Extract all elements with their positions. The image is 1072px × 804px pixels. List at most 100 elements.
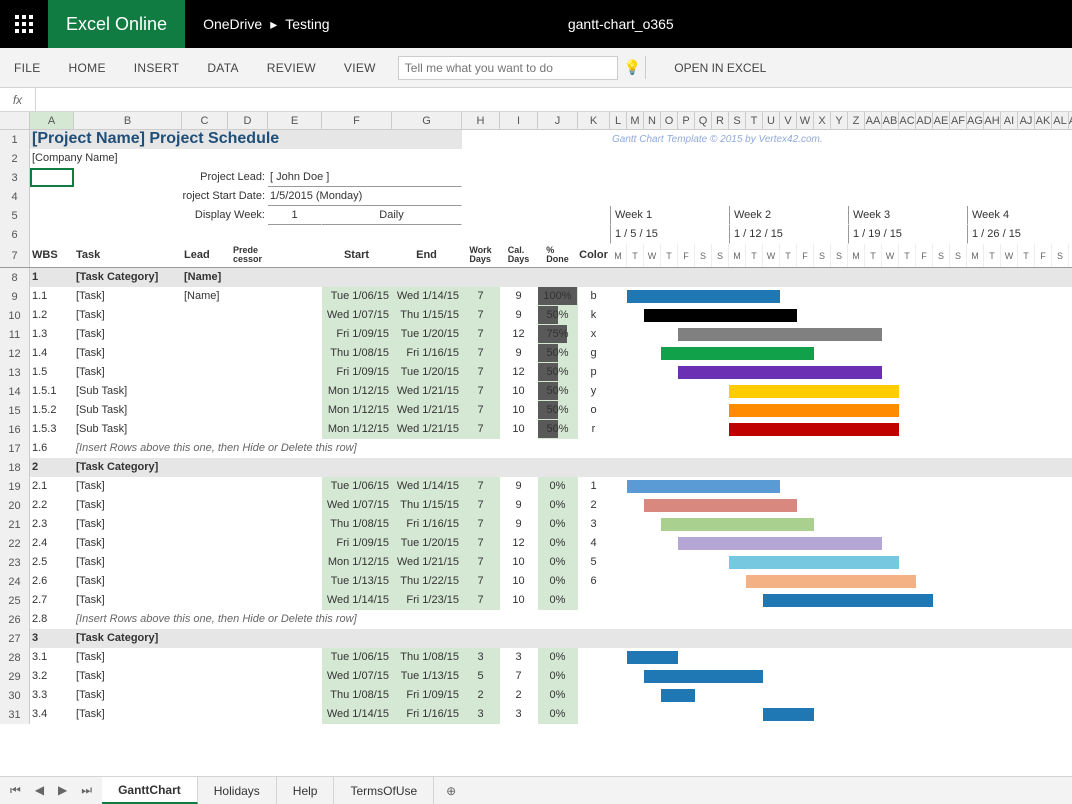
pct-done-cell[interactable]: 0% — [538, 705, 578, 724]
start-cell[interactable]: Mon 1/12/15 — [322, 382, 392, 401]
lead-cell[interactable] — [182, 667, 228, 686]
display-week-label[interactable]: Display Week: — [182, 206, 268, 225]
col-header-X[interactable]: X — [814, 112, 831, 129]
week-date[interactable]: 1 / 12 / 15 — [729, 225, 848, 244]
gantt-bar[interactable] — [678, 537, 882, 550]
pct-done-cell[interactable]: 50% — [538, 382, 578, 401]
workdays-cell[interactable]: 7 — [462, 420, 500, 439]
row-header[interactable]: 9 — [0, 287, 30, 306]
col-header-AK[interactable]: AK — [1035, 112, 1052, 129]
workdays-cell[interactable]: 3 — [462, 648, 500, 667]
start-cell[interactable]: Wed 1/14/15 — [322, 591, 392, 610]
end-cell[interactable]: Tue 1/13/15 — [392, 667, 462, 686]
caldays-cell[interactable]: 10 — [500, 401, 538, 420]
color-cell[interactable]: y — [578, 382, 610, 401]
cell[interactable] — [228, 553, 268, 572]
workdays-cell[interactable]: 7 — [462, 572, 500, 591]
cell[interactable] — [228, 344, 268, 363]
end-cell[interactable]: Wed 1/21/15 — [392, 553, 462, 572]
project-lead-value[interactable]: [ John Doe ] — [268, 168, 462, 187]
col-header-AG[interactable]: AG — [967, 112, 984, 129]
pct-done-cell[interactable]: 50% — [538, 344, 578, 363]
col-header-AL[interactable]: AL — [1052, 112, 1069, 129]
breadcrumb-onedrive[interactable]: OneDrive — [203, 16, 262, 32]
row-header[interactable]: 7 — [0, 244, 30, 267]
start-date-value[interactable]: 1/5/2015 (Monday) — [268, 187, 462, 206]
end-cell[interactable]: Wed 1/21/15 — [392, 382, 462, 401]
color-cell[interactable]: 5 — [578, 553, 610, 572]
pct-done-cell[interactable]: 0% — [538, 496, 578, 515]
workdays-cell[interactable]: 7 — [462, 515, 500, 534]
end-cell[interactable]: Wed 1/14/15 — [392, 477, 462, 496]
lead-cell[interactable] — [182, 553, 228, 572]
col-header-Z[interactable]: Z — [848, 112, 865, 129]
week-header[interactable]: Week 2 — [729, 206, 848, 225]
start-cell[interactable]: Mon 1/12/15 — [322, 401, 392, 420]
end-cell[interactable]: Fri 1/23/15 — [392, 591, 462, 610]
cell[interactable] — [268, 477, 322, 496]
cell[interactable] — [228, 268, 610, 287]
col-header-D[interactable]: D — [228, 112, 268, 129]
wbs-cell[interactable]: 2.8 — [30, 610, 74, 629]
color-cell[interactable]: 3 — [578, 515, 610, 534]
row-header[interactable]: 30 — [0, 686, 30, 705]
cell[interactable] — [268, 705, 322, 724]
row-header[interactable]: 18 — [0, 458, 30, 477]
gantt-bar[interactable] — [678, 328, 882, 341]
col-header-E[interactable]: E — [268, 112, 322, 129]
row-header[interactable]: 23 — [0, 553, 30, 572]
pct-done-cell[interactable]: 50% — [538, 363, 578, 382]
pct-done-cell[interactable]: 50% — [538, 420, 578, 439]
pct-done-cell[interactable]: 0% — [538, 534, 578, 553]
cell[interactable] — [268, 382, 322, 401]
task-cell[interactable]: [Sub Task] — [74, 382, 182, 401]
cell[interactable] — [228, 705, 268, 724]
cell[interactable] — [228, 458, 610, 477]
cell[interactable] — [462, 130, 610, 149]
workdays-cell[interactable]: 7 — [462, 363, 500, 382]
color-cell[interactable]: k — [578, 306, 610, 325]
pct-done-cell[interactable]: 0% — [538, 515, 578, 534]
start-cell[interactable]: Fri 1/09/15 — [322, 534, 392, 553]
gantt-bar[interactable] — [678, 366, 882, 379]
end-cell[interactable]: Fri 1/09/15 — [392, 686, 462, 705]
row-header[interactable]: 15 — [0, 401, 30, 420]
wbs-cell[interactable]: 3.4 — [30, 705, 74, 724]
start-cell[interactable]: Tue 1/06/15 — [322, 287, 392, 306]
caldays-cell[interactable]: 10 — [500, 420, 538, 439]
hdr-lead[interactable]: Lead — [182, 244, 228, 267]
task-cell[interactable]: [Task] — [74, 686, 182, 705]
wbs-cell[interactable]: 1.5.1 — [30, 382, 74, 401]
workdays-cell[interactable]: 7 — [462, 382, 500, 401]
cell[interactable] — [228, 686, 268, 705]
sheet-next-icon[interactable]: ▶ — [58, 783, 67, 798]
end-cell[interactable]: Thu 1/15/15 — [392, 306, 462, 325]
task-cell[interactable]: [Task] — [74, 325, 182, 344]
lead-cell[interactable] — [182, 629, 228, 648]
col-header-AJ[interactable]: AJ — [1018, 112, 1035, 129]
col-header-W[interactable]: W — [797, 112, 814, 129]
col-header-P[interactable]: P — [678, 112, 695, 129]
wbs-cell[interactable]: 1.4 — [30, 344, 74, 363]
cell[interactable] — [268, 686, 322, 705]
pct-done-cell[interactable]: 75% — [538, 325, 578, 344]
lead-cell[interactable] — [182, 420, 228, 439]
select-all-corner[interactable] — [0, 112, 30, 129]
start-cell[interactable]: Thu 1/08/15 — [322, 515, 392, 534]
color-cell[interactable]: 4 — [578, 534, 610, 553]
start-cell[interactable]: Fri 1/09/15 — [322, 325, 392, 344]
end-cell[interactable]: Thu 1/08/15 — [392, 648, 462, 667]
col-header-C[interactable]: C — [182, 112, 228, 129]
pct-done-cell[interactable]: 0% — [538, 553, 578, 572]
pct-done-cell[interactable]: 0% — [538, 591, 578, 610]
col-header-AC[interactable]: AC — [899, 112, 916, 129]
color-cell[interactable]: g — [578, 344, 610, 363]
row-header[interactable]: 4 — [0, 187, 30, 206]
row-header[interactable]: 10 — [0, 306, 30, 325]
cell[interactable] — [228, 591, 268, 610]
row-header[interactable]: 6 — [0, 225, 30, 244]
row-header[interactable]: 28 — [0, 648, 30, 667]
caldays-cell[interactable]: 9 — [500, 477, 538, 496]
lead-cell[interactable] — [182, 363, 228, 382]
lead-cell[interactable] — [182, 572, 228, 591]
